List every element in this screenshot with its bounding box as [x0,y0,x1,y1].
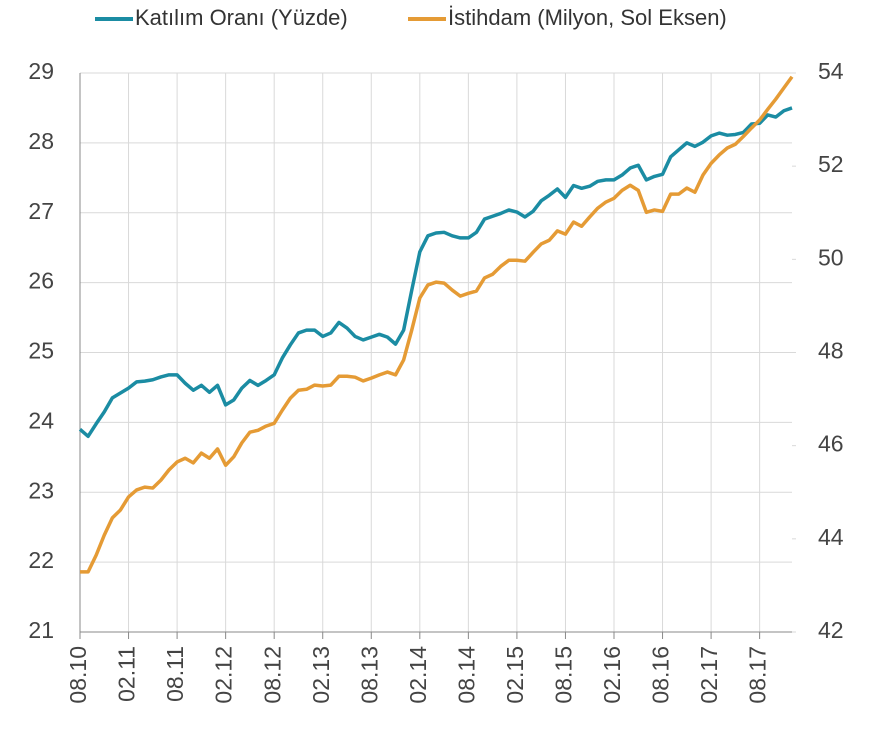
legend-label: Katılım Oranı (Yüzde) [135,5,348,30]
y2-tick-label: 46 [818,431,844,457]
y2-tick-label: 48 [818,338,844,364]
y-tick-label: 26 [28,268,54,294]
x-tick-label: 02.13 [308,646,334,704]
y-tick-label: 25 [28,338,54,364]
x-tick-label: 08.11 [162,646,188,702]
x-tick-label: 02.15 [502,646,528,704]
y-tick-label: 21 [28,617,54,643]
x-tick-label: 08.10 [65,646,91,704]
x-tick-label: 02.17 [696,646,722,704]
y2-tick-label: 44 [818,524,844,550]
y-tick-label: 23 [28,477,54,503]
x-tick-label: 08.13 [356,646,382,704]
y-tick-label: 24 [28,407,54,433]
series-line [78,106,793,439]
y2-tick-label: 42 [818,617,844,643]
y-tick-label: 27 [28,198,54,224]
x-tick-label: 08.15 [551,646,577,704]
y2-tick-label: 52 [818,151,844,177]
legend-label: İstihdam (Milyon, Sol Eksen) [448,5,727,30]
y-tick-label: 28 [28,128,54,154]
y-tick-label: 22 [28,547,54,573]
x-tick-label: 02.16 [599,646,625,704]
x-tick-label: 02.12 [211,646,237,704]
x-tick-label: 08.12 [259,646,285,704]
x-tick-label: 08.14 [453,646,479,704]
x-tick-label: 02.14 [405,646,431,704]
x-tick-label: 08.16 [648,646,674,704]
y2-tick-label: 50 [818,244,844,270]
x-tick-label: 08.17 [745,646,771,704]
x-tick-label: 02.11 [114,646,140,702]
y2-tick-label: 54 [818,58,844,84]
y-tick-label: 29 [28,58,54,84]
series-line [80,75,794,574]
